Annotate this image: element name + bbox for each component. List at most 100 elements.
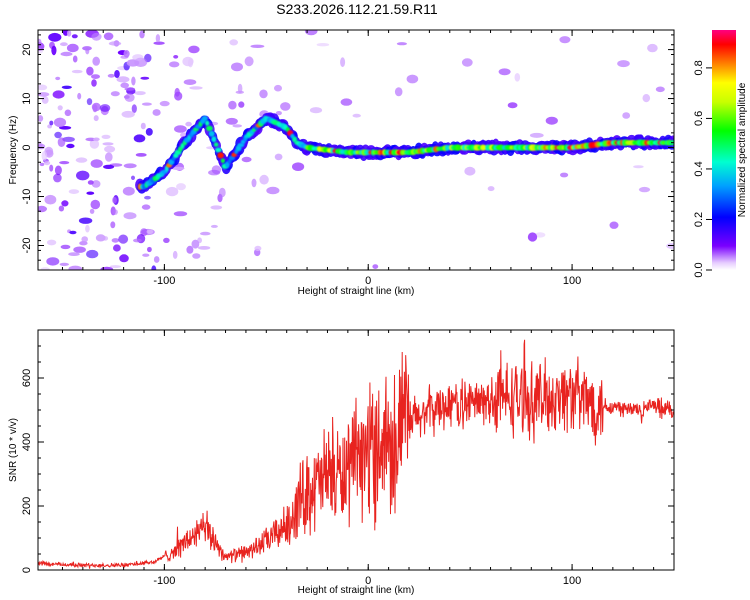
spectrogram-ridge-core xyxy=(217,152,224,159)
spectrogram-noise-blob xyxy=(66,43,79,53)
spectrogram-y-tick-label: -20 xyxy=(21,238,33,254)
spectrogram-noise-blob xyxy=(241,156,252,163)
colorbar-tick-label: 0.6 xyxy=(693,111,705,126)
spectrogram-ridge-core xyxy=(227,159,232,164)
spectrogram-noise-blob xyxy=(60,42,68,47)
spectrogram-noise-blob xyxy=(210,205,223,210)
spectrogram-noise-blob xyxy=(124,87,136,91)
spectrogram-noise-blob xyxy=(68,265,83,270)
spectrogram-noise-blob xyxy=(114,70,120,78)
spectrogram-noise-blob xyxy=(61,85,72,90)
spectrogram-noise-blob xyxy=(72,55,78,63)
spectrogram-noise-blob xyxy=(102,142,114,146)
spectrogram-noise-blob xyxy=(75,157,88,163)
snr-plot-area xyxy=(38,339,674,569)
spectrogram-noise-blob xyxy=(274,84,282,92)
colorbar: 0.0 0.2 0.4 0.6 0.8 Normalized spectral ampl… xyxy=(693,30,748,278)
spectrogram-noise-blob xyxy=(49,120,54,126)
snr-series-line xyxy=(38,339,674,569)
colorbar-tick-label: 0.8 xyxy=(693,60,705,75)
spectrogram-noise-blob xyxy=(228,100,237,110)
spectrogram-noise-blob xyxy=(57,137,66,147)
spectrogram-noise-blob xyxy=(169,61,180,68)
spectrogram-noise-blob xyxy=(144,195,151,200)
spectrogram-noise-blob xyxy=(638,186,651,193)
snr-y-tick-label: 400 xyxy=(21,433,33,451)
spectrogram-noise-blob xyxy=(122,186,135,196)
spectrogram-noise-blob xyxy=(251,178,257,188)
spectrogram-noise-blob xyxy=(60,244,71,250)
spectrogram-noise-blob xyxy=(192,253,201,259)
spectrogram-noise-blob xyxy=(91,180,101,188)
spectrogram-noise-blob xyxy=(38,84,48,91)
spectrogram-noise-blob xyxy=(93,137,100,142)
spectrogram-noise-blob xyxy=(171,166,185,171)
spectrogram-noise-blob xyxy=(133,134,146,143)
spectrogram-noise-blob xyxy=(254,245,262,251)
spectrogram-noise-blob xyxy=(86,249,99,259)
spectrogram-noise-blob xyxy=(633,165,644,169)
spectrogram-noise-blob xyxy=(174,125,187,133)
colorbar-tick-label: 0.2 xyxy=(693,212,705,227)
spectrogram-noise-blob xyxy=(38,205,47,213)
spectrogram-x-axis-label: Height of straight line (km) xyxy=(298,286,415,297)
spectrogram-noise-blob xyxy=(47,124,52,129)
spectrogram-noise-blob xyxy=(101,134,111,139)
spectrogram-noise-blob xyxy=(507,102,518,109)
spectrogram-noise-blob xyxy=(110,91,120,97)
spectrogram-noise-blob xyxy=(559,36,571,44)
spectrogram-noise-blob xyxy=(52,90,65,99)
spectrogram-noise-blob xyxy=(68,189,80,195)
spectrogram-noise-blob xyxy=(90,199,101,210)
spectrogram-noise-blob xyxy=(73,246,86,253)
spectrogram-frame xyxy=(37,29,675,271)
spectrogram-noise-blob xyxy=(140,76,150,80)
spectrogram-ridge-core xyxy=(215,147,222,153)
spectrogram-noise-blob xyxy=(91,79,97,87)
spectrogram-noise-blob xyxy=(174,87,180,97)
spectrogram-y-tick-label: 10 xyxy=(21,92,33,104)
spectrogram-noise-blob xyxy=(100,266,114,270)
spectrogram-noise-blob xyxy=(340,57,346,68)
spectrogram-noise-blob xyxy=(229,39,238,46)
spectrogram-y-tick-label: 20 xyxy=(21,43,33,55)
spectrogram-noise-blob xyxy=(131,104,137,113)
spectrogram-noise-blob xyxy=(57,105,63,111)
spectrogram-noise-blob xyxy=(280,102,291,111)
spectrogram-noise-blob xyxy=(71,34,78,39)
spectrogram-ridge-core xyxy=(205,120,210,126)
spectrogram-noise-blob xyxy=(394,87,403,97)
spectrogram-noise-blob xyxy=(78,217,93,224)
chart-title: S233.2026.112.21.59.R11 xyxy=(276,1,438,17)
spectrogram-noise-blob xyxy=(309,107,323,114)
spectrogram-noise-blob xyxy=(103,32,114,41)
spectrogram-noise-blob xyxy=(165,186,179,197)
colorbar-tick-label: 0.0 xyxy=(693,262,705,277)
spectrogram-noise-blob xyxy=(218,187,226,198)
spectrogram-noise-blob xyxy=(123,50,130,58)
spectrogram-noise-blob xyxy=(124,93,135,102)
snr-y-axis-label: SNR (10 * v/v) xyxy=(8,418,19,482)
spectrogram-noise-blob xyxy=(153,256,160,263)
spectrogram-noise-blob xyxy=(304,30,318,36)
spectrogram-noise-blob xyxy=(119,254,129,263)
spectrogram-noise-blob xyxy=(131,175,135,180)
spectrogram-x-tick-label: -100 xyxy=(153,275,175,287)
spectrogram-noise-blob xyxy=(102,236,109,241)
spectrogram-noise-blob xyxy=(86,191,95,195)
spectrogram-noise-blob xyxy=(104,145,116,153)
spectrogram-y-tick-label: -10 xyxy=(21,189,33,205)
snr-axes: -100 0 100 0 200 400 600 xyxy=(21,329,675,587)
spectrogram-noise-blob xyxy=(38,143,46,150)
spectrogram-noise-blob xyxy=(40,267,50,270)
colorbar-label: Normalized spectral amplitude xyxy=(737,82,748,217)
spectrogram-noise-blob xyxy=(59,161,70,165)
spectrogram-noise-blob xyxy=(617,60,630,68)
spectrogram-noise-blob xyxy=(197,237,203,244)
spectrogram-noise-blob xyxy=(186,245,194,254)
spectrogram-noise-blob xyxy=(560,172,569,178)
spectrogram-noise-blob xyxy=(44,160,51,166)
spectrogram-noise-blob xyxy=(464,166,476,176)
spectrogram-y-axis-label: Frequency (Hz) xyxy=(8,116,19,185)
